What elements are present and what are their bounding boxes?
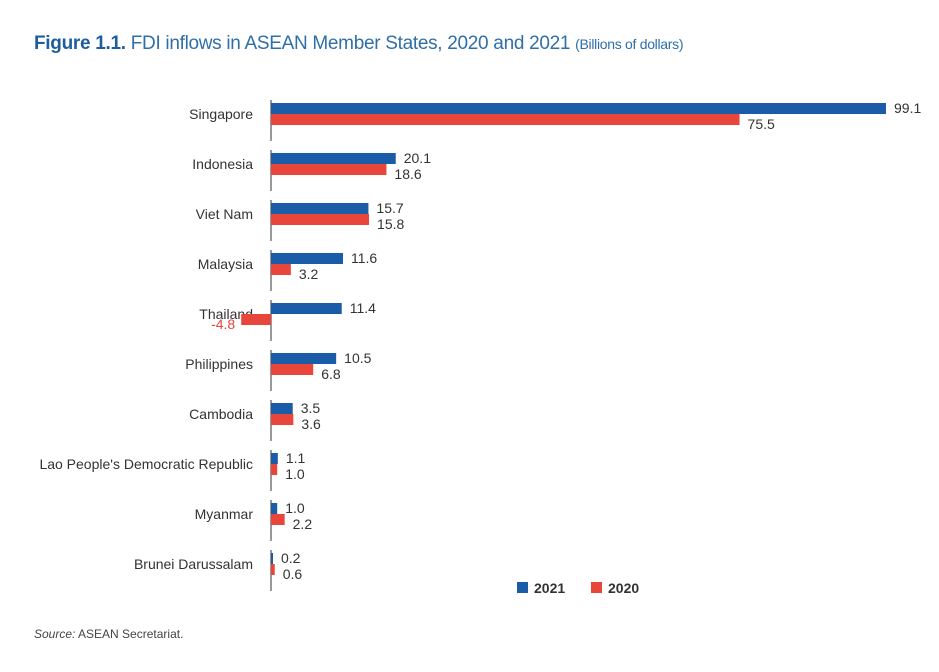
category-label-cambodia: Cambodia xyxy=(189,406,253,422)
bar-2021-singapore xyxy=(271,103,886,114)
source-note: Source: ASEAN Secretariat. xyxy=(34,627,183,641)
bar-2020-malaysia xyxy=(271,264,291,275)
value-label-2020-myanmar: 2.2 xyxy=(293,516,313,532)
bar-2020-myanmar xyxy=(271,514,285,525)
title-text: FDI inflows in ASEAN Member States, 2020… xyxy=(130,33,571,54)
value-label-2021-myanmar: 1.0 xyxy=(285,500,305,516)
bar-2021-cambodia xyxy=(271,403,293,414)
legend-label-2021: 2021 xyxy=(534,580,565,596)
value-label-2021-thailand: 11.4 xyxy=(350,300,376,316)
bar-2021-myanmar xyxy=(271,503,278,514)
value-label-2021-malaysia: 11.6 xyxy=(351,250,377,266)
value-label-2020-philippines: 6.8 xyxy=(321,366,341,382)
bar-2021-philippines xyxy=(271,353,337,364)
title-units: (Billions of dollars) xyxy=(575,36,684,52)
bar-2021-thailand xyxy=(271,303,342,314)
bar-2020-philippines xyxy=(271,364,314,375)
category-label-viet-nam: Viet Nam xyxy=(196,206,253,222)
chart-title: Figure 1.1. FDI inflows in ASEAN Member … xyxy=(34,33,684,55)
source-text: ASEAN Secretariat. xyxy=(78,627,184,641)
bar-2020-brunei-darussalam xyxy=(271,564,275,575)
source-label: Source: xyxy=(34,627,76,641)
category-label-myanmar: Myanmar xyxy=(195,506,254,522)
value-label-2021-lao-people-s-democratic-republic: 1.1 xyxy=(286,450,306,466)
bar-2020-viet-nam xyxy=(271,214,370,225)
category-label-brunei-darussalam: Brunei Darussalam xyxy=(134,556,253,572)
category-label-lao-people-s-democratic-republic: Lao People's Democratic Republic xyxy=(39,456,253,472)
value-label-2020-viet-nam: 15.8 xyxy=(377,216,404,232)
value-label-2021-philippines: 10.5 xyxy=(344,350,371,366)
legend-label-2020: 2020 xyxy=(608,580,639,596)
bar-2020-lao-people-s-democratic-republic xyxy=(271,464,278,475)
bar-2021-malaysia xyxy=(271,253,343,264)
bar-2021-indonesia xyxy=(271,153,396,164)
value-label-2021-cambodia: 3.5 xyxy=(301,400,321,416)
category-label-malaysia: Malaysia xyxy=(198,256,253,272)
category-label-indonesia: Indonesia xyxy=(192,156,253,172)
bar-2021-brunei-darussalam xyxy=(271,553,273,564)
category-label-singapore: Singapore xyxy=(189,106,253,122)
category-label-thailand: Thailand xyxy=(199,306,253,322)
value-label-2020-thailand: -4.8 xyxy=(211,316,235,332)
legend-swatch-2021 xyxy=(517,582,528,593)
figure-label: Figure 1.1. xyxy=(34,33,126,54)
value-label-2020-lao-people-s-democratic-republic: 1.0 xyxy=(285,466,305,482)
value-label-2020-malaysia: 3.2 xyxy=(299,266,319,282)
bar-2020-singapore xyxy=(271,114,740,125)
value-label-2021-indonesia: 20.1 xyxy=(404,150,431,166)
bar-2021-viet-nam xyxy=(271,203,369,214)
value-label-2021-singapore: 99.1 xyxy=(894,100,921,116)
value-label-2020-singapore: 75.5 xyxy=(748,116,775,132)
bar-2020-thailand xyxy=(241,314,271,325)
bar-2021-lao-people-s-democratic-republic xyxy=(271,453,278,464)
value-label-2021-brunei-darussalam: 0.2 xyxy=(281,550,301,566)
value-label-2020-indonesia: 18.6 xyxy=(394,166,421,182)
bar-2020-indonesia xyxy=(271,164,387,175)
category-label-philippines: Philippines xyxy=(185,356,253,372)
value-label-2020-cambodia: 3.6 xyxy=(301,416,321,432)
legend-swatch-2020 xyxy=(591,582,602,593)
value-label-2021-viet-nam: 15.7 xyxy=(376,200,403,216)
bar-2020-cambodia xyxy=(271,414,294,425)
value-label-2020-brunei-darussalam: 0.6 xyxy=(283,566,303,582)
